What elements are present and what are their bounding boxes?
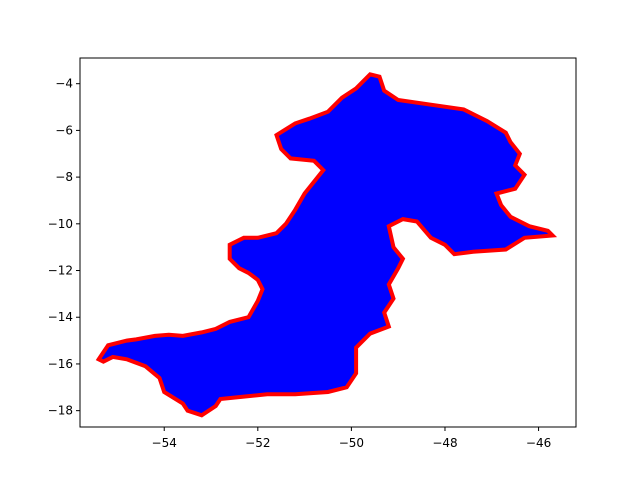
plot-area <box>95 72 558 418</box>
axis-ticks: −54 −52 −50 −48 −46 −4 −6 −8 −10 −12 −14 −16 −18 <box>48 77 552 450</box>
y-tick-label: −18 <box>48 404 73 418</box>
y-tick-label: −8 <box>55 170 73 184</box>
y-tick-label: −6 <box>55 123 73 137</box>
y-tick-label: −12 <box>48 264 73 278</box>
x-tick-label: −54 <box>152 436 177 450</box>
y-tick-label: −4 <box>55 77 73 91</box>
x-tick-label: −50 <box>339 436 364 450</box>
x-tick-label: −46 <box>526 436 551 450</box>
y-tick-label: −10 <box>48 217 73 231</box>
region-polygon-0 <box>95 72 558 418</box>
x-tick-label: −52 <box>245 436 270 450</box>
y-tick-label: −14 <box>48 310 73 324</box>
x-tick-label: −48 <box>432 436 457 450</box>
axes-frame <box>79 57 577 428</box>
y-tick-label: −16 <box>48 357 73 371</box>
